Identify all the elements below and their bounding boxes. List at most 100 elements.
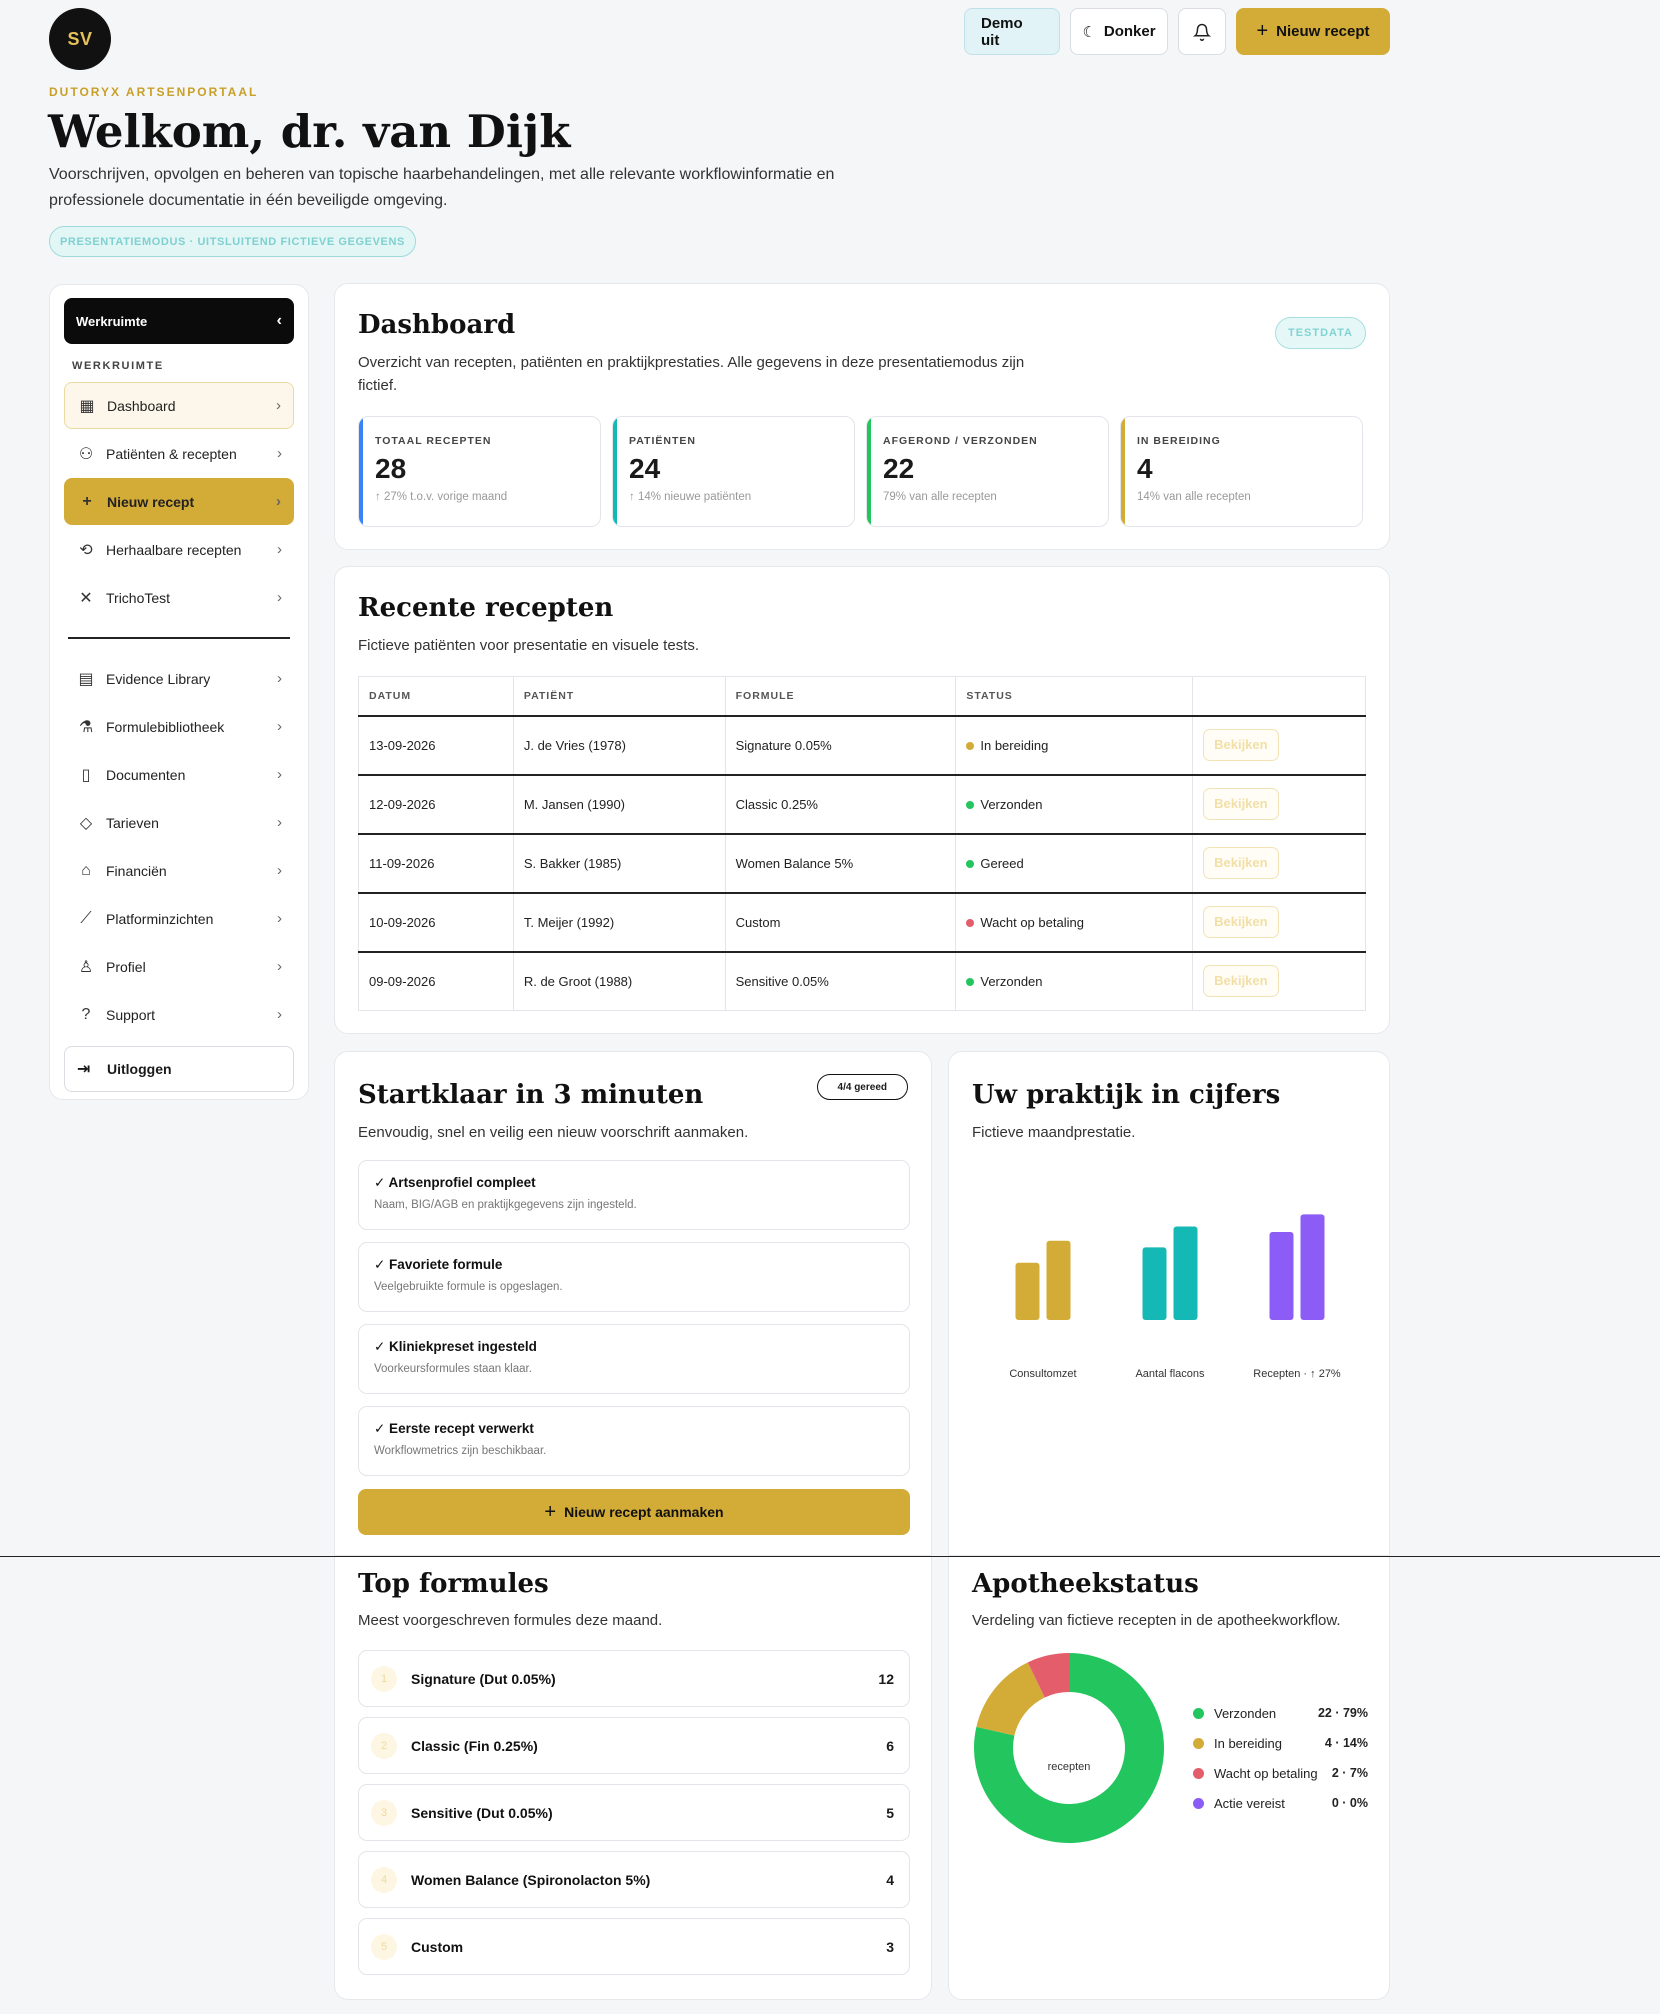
sidebar-item-label: Nieuw recept: [107, 493, 195, 510]
status-label: Verzonden: [980, 796, 1043, 812]
status-label: Gereed: [980, 855, 1024, 871]
dark-label: Donker: [1103, 23, 1156, 40]
formula-row[interactable]: 1 Signature (Dut 0.05%) 12: [358, 1650, 910, 1707]
formula-row[interactable]: 2 Classic (Fin 0.25%) 6: [358, 1717, 910, 1774]
rank-badge: 1: [371, 1665, 397, 1692]
sidebar-item-tarieven[interactable]: ◇ Tarieven ›: [64, 799, 294, 846]
column-header: PATIËNT: [513, 676, 726, 717]
view-button[interactable]: Bekijken: [1203, 847, 1279, 879]
sidebar-item-financi-n[interactable]: ⌂ Financiën ›: [64, 847, 294, 894]
sidebar-item-label: Profiel: [106, 958, 146, 975]
bar: [1173, 1226, 1198, 1320]
formula-row[interactable]: 4 Women Balance (Spironolacton 5%) 4: [358, 1851, 910, 1908]
sidebar-item-label: Financiën: [106, 862, 167, 879]
formula-name: Custom: [411, 1938, 464, 1955]
formula-name: Signature (Dut 0.05%): [411, 1670, 556, 1687]
recent-title: Recente recepten: [358, 593, 614, 623]
sidebar-item-profiel[interactable]: ♙ Profiel ›: [64, 943, 294, 990]
demo-toggle-button[interactable]: Demo uit: [964, 8, 1060, 55]
legend-value: 2 · 7%: [1331, 1766, 1368, 1780]
formula-cell: Custom: [725, 892, 957, 953]
legend-label: In bereiding: [1214, 1735, 1282, 1751]
bell-icon: [1193, 23, 1211, 41]
stat-label: IN BEREIDING: [1137, 435, 1221, 447]
top-formulas-subtitle: Meest voorgeschreven formules deze maand…: [358, 1612, 663, 1629]
status-dot: [966, 860, 975, 869]
sidebar-item-label: Support: [106, 1006, 156, 1023]
status-cell: Verzonden: [955, 951, 1194, 1011]
action-cell: Bekijken: [1192, 951, 1366, 1011]
sidebar-item-trichotest[interactable]: ✕ TrichoTest ›: [64, 574, 294, 621]
legend-label: Actie vereist: [1214, 1795, 1285, 1811]
new-recipe-button[interactable]: + Nieuw recept: [1236, 8, 1390, 55]
sidebar-item-documenten[interactable]: ▯ Documenten ›: [64, 751, 294, 798]
tag-icon: ◇: [79, 814, 93, 832]
date-cell: 12-09-2026: [358, 774, 514, 835]
logout-button[interactable]: ⇥ Uitloggen: [64, 1046, 294, 1092]
formula-row[interactable]: 5 Custom 3: [358, 1918, 910, 1975]
table-row: 10-09-2026 T. Meijer (1992) Custom Wacht op…: [358, 892, 1366, 953]
checklist-item: ✓ Kliniekpreset ingesteld Voorkeursformul…: [358, 1324, 910, 1394]
chevron-right-icon: ›: [277, 445, 282, 462]
status-cell: In bereiding: [955, 715, 1194, 776]
sidebar-item-nieuw-recept[interactable]: + Nieuw recept ›: [64, 478, 294, 525]
chevron-right-icon: ›: [277, 910, 282, 927]
donut-slice: [976, 1662, 1045, 1736]
action-cell: Bekijken: [1192, 892, 1366, 953]
rank-badge: 4: [371, 1866, 397, 1893]
user-icon: ♙: [78, 958, 94, 976]
stat-value: 22: [883, 453, 915, 484]
formula-row[interactable]: 3 Sensitive (Dut 0.05%) 5: [358, 1784, 910, 1841]
column-header: STATUS: [955, 676, 1194, 717]
status-label: In bereiding: [980, 737, 1049, 753]
create-recipe-button[interactable]: + Nieuw recept aanmaken: [358, 1489, 910, 1535]
view-button[interactable]: Bekijken: [1203, 788, 1279, 820]
legend-item: In bereiding 4 · 14%: [1193, 1728, 1368, 1758]
sidebar-item-herhaalbare-recepten[interactable]: ⟲ Herhaalbare recepten ›: [64, 526, 294, 573]
sidebar-item-evidence-library[interactable]: ▤ Evidence Library ›: [64, 655, 294, 702]
formula-count: 6: [886, 1737, 894, 1754]
checklist-item: ✓ Artsenprofiel compleet Naam, BIG/AGB en…: [358, 1160, 910, 1230]
legend-value: 22 · 79%: [1317, 1706, 1368, 1720]
recipes-table: DATUM PATIËNT FORMULE STATUS 13-09-2026 J. d…: [358, 676, 1366, 1011]
status-dot: [966, 978, 975, 987]
dark-mode-button[interactable]: ☾ Donker: [1070, 8, 1168, 55]
chevron-right-icon: ›: [277, 766, 282, 783]
view-button[interactable]: Bekijken: [1203, 729, 1279, 761]
intro-text: Voorschrijven, opvolgen en beheren van t…: [49, 166, 835, 209]
sidebar-item-support[interactable]: ? Support ›: [64, 991, 294, 1038]
legend-label: Verzonden: [1214, 1705, 1277, 1721]
view-button[interactable]: Bekijken: [1203, 965, 1279, 998]
pharmacy-title: Apotheekstatus: [972, 1569, 1199, 1599]
sidebar-item-dashboard[interactable]: ▦ Dashboard ›: [64, 382, 294, 429]
action-cell: Bekijken: [1192, 774, 1366, 835]
stat-value: 24: [629, 453, 661, 484]
sidebar-item-label: Formulebibliotheek: [106, 718, 225, 735]
practice-subtitle: Fictieve maandprestatie.: [972, 1124, 1136, 1141]
practice-stats-card: Uw praktijk in cijfers Fictieve maandpre…: [948, 1051, 1390, 1556]
formula-count: 3: [886, 1938, 894, 1955]
chevron-right-icon: ›: [277, 862, 282, 879]
action-cell: Bekijken: [1192, 833, 1366, 894]
rank-badge: 5: [371, 1933, 397, 1960]
stat-note: ↑ 27% t.o.v. vorige maand: [375, 491, 508, 503]
pharmacy-subtitle: Verdeling van fictieve recepten in de ap…: [972, 1612, 1341, 1629]
rank-badge: 3: [371, 1799, 397, 1826]
table-row: 11-09-2026 S. Bakker (1985) Women Balance …: [358, 833, 1366, 894]
date-cell: 09-09-2026: [358, 951, 514, 1011]
demo-label: Demo uit: [981, 14, 1023, 49]
portal-eyebrow: DUTORYX ARTSENPORTAAL: [49, 85, 259, 99]
workspace-toggle[interactable]: Werkruimte ‹: [64, 298, 294, 344]
sidebar-item-label: Platforminzichten: [106, 910, 214, 927]
table-row: 09-09-2026 R. de Groot (1988) Sensitive 0.…: [358, 951, 1366, 1011]
notifications-button[interactable]: [1178, 8, 1226, 55]
stat-value: 4: [1137, 453, 1153, 484]
checklist-desc: Veelgebruikte formule is opgeslagen.: [374, 1281, 563, 1293]
avatar[interactable]: SV: [49, 8, 111, 70]
sidebar-item-pati-nten-recepten[interactable]: ⚇ Patiënten & recepten ›: [64, 430, 294, 477]
view-button[interactable]: Bekijken: [1203, 906, 1279, 938]
chevron-left-icon: ‹: [276, 312, 282, 329]
formula-count: 5: [886, 1804, 894, 1821]
sidebar-item-formulebibliotheek[interactable]: ⚗ Formulebibliotheek ›: [64, 703, 294, 750]
sidebar-item-platforminzichten[interactable]: ⟋ Platforminzichten ›: [64, 895, 294, 942]
